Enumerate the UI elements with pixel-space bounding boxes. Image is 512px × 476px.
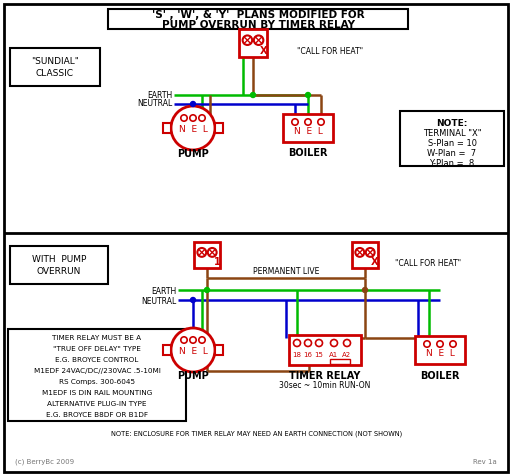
Text: N  E  L: N E L — [179, 126, 207, 135]
Circle shape — [305, 339, 311, 347]
Bar — [215, 345, 223, 355]
Circle shape — [366, 248, 375, 257]
Circle shape — [355, 248, 364, 257]
Bar — [352, 242, 378, 268]
Bar — [330, 359, 350, 364]
Bar — [283, 114, 333, 142]
Text: PERMANENT LIVE: PERMANENT LIVE — [253, 268, 319, 277]
Text: W-Plan =  7: W-Plan = 7 — [428, 149, 477, 158]
Circle shape — [318, 119, 324, 125]
Text: M1EDF 24VAC/DC//230VAC .5-10MI: M1EDF 24VAC/DC//230VAC .5-10MI — [34, 368, 160, 374]
Text: 18: 18 — [292, 352, 302, 358]
Text: 30sec ~ 10min RUN-ON: 30sec ~ 10min RUN-ON — [280, 380, 371, 389]
Bar — [10, 48, 100, 86]
Text: EARTH: EARTH — [152, 287, 177, 296]
Circle shape — [362, 288, 368, 292]
Text: EARTH: EARTH — [148, 91, 173, 100]
Text: TIMER RELAY MUST BE A: TIMER RELAY MUST BE A — [52, 335, 141, 341]
Text: PUMP: PUMP — [177, 149, 209, 159]
Text: "TRUE OFF DELAY" TYPE: "TRUE OFF DELAY" TYPE — [53, 346, 141, 352]
Text: 15: 15 — [314, 352, 324, 358]
Bar — [400, 111, 504, 166]
Circle shape — [190, 101, 196, 107]
Circle shape — [243, 35, 252, 45]
Bar — [163, 345, 171, 355]
Bar — [10, 246, 108, 284]
Bar — [239, 29, 267, 57]
Circle shape — [424, 341, 430, 347]
Text: A1: A1 — [329, 352, 338, 358]
Bar — [415, 336, 465, 364]
Bar — [289, 335, 361, 365]
Text: N  E  L: N E L — [179, 347, 207, 357]
Text: "SUNDIAL": "SUNDIAL" — [31, 57, 79, 66]
Text: CLASSIC: CLASSIC — [36, 69, 74, 78]
Text: NOTE: ENCLOSURE FOR TIMER RELAY MAY NEED AN EARTH CONNECTION (NOT SHOWN): NOTE: ENCLOSURE FOR TIMER RELAY MAY NEED… — [112, 431, 402, 437]
Text: BOILER: BOILER — [288, 148, 328, 158]
Circle shape — [344, 339, 351, 347]
Text: NEUTRAL: NEUTRAL — [138, 99, 173, 109]
Circle shape — [181, 337, 187, 343]
Text: X: X — [371, 258, 379, 268]
Circle shape — [199, 337, 205, 343]
Text: X: X — [260, 46, 267, 56]
Text: PUMP: PUMP — [177, 371, 209, 381]
Text: NEUTRAL: NEUTRAL — [142, 297, 177, 306]
Text: N  E  L: N E L — [425, 349, 455, 358]
Bar — [215, 123, 223, 133]
Circle shape — [450, 341, 456, 347]
Circle shape — [293, 339, 301, 347]
Text: E.G. BROYCE B8DF OR B1DF: E.G. BROYCE B8DF OR B1DF — [46, 412, 148, 418]
Text: A2: A2 — [343, 352, 352, 358]
Circle shape — [331, 339, 337, 347]
Circle shape — [199, 115, 205, 121]
Circle shape — [190, 298, 196, 303]
Text: 1: 1 — [214, 258, 220, 268]
Circle shape — [171, 328, 215, 372]
Circle shape — [171, 106, 215, 150]
Bar — [194, 242, 220, 268]
Text: E.G. BROYCE CONTROL: E.G. BROYCE CONTROL — [55, 357, 139, 363]
Circle shape — [198, 248, 206, 257]
Text: Rev 1a: Rev 1a — [473, 459, 497, 465]
Text: ALTERNATIVE PLUG-IN TYPE: ALTERNATIVE PLUG-IN TYPE — [47, 401, 147, 407]
Text: PUMP OVERRUN BY TIMER RELAY: PUMP OVERRUN BY TIMER RELAY — [161, 20, 354, 30]
Circle shape — [204, 288, 209, 292]
Text: S-Plan = 10: S-Plan = 10 — [428, 139, 477, 148]
Text: N  E  L: N E L — [293, 128, 323, 137]
Text: RS Comps. 300-6045: RS Comps. 300-6045 — [59, 379, 135, 385]
Circle shape — [306, 92, 310, 98]
Bar — [108, 9, 408, 29]
Circle shape — [254, 35, 263, 45]
Text: (c) BerryBc 2009: (c) BerryBc 2009 — [15, 459, 74, 465]
Circle shape — [208, 248, 217, 257]
Text: M1EDF IS DIN RAIL MOUNTING: M1EDF IS DIN RAIL MOUNTING — [42, 390, 152, 396]
Circle shape — [305, 119, 311, 125]
Circle shape — [437, 341, 443, 347]
Text: OVERRUN: OVERRUN — [37, 267, 81, 276]
Text: 'S' , 'W', & 'Y'  PLANS MODIFIED FOR: 'S' , 'W', & 'Y' PLANS MODIFIED FOR — [152, 10, 365, 20]
Text: 16: 16 — [304, 352, 312, 358]
Circle shape — [292, 119, 298, 125]
Bar — [163, 123, 171, 133]
Circle shape — [315, 339, 323, 347]
Circle shape — [190, 115, 196, 121]
Circle shape — [250, 92, 255, 98]
Circle shape — [181, 115, 187, 121]
Text: WITH  PUMP: WITH PUMP — [32, 255, 86, 264]
Circle shape — [190, 337, 196, 343]
Text: TERMINAL "X": TERMINAL "X" — [423, 129, 481, 138]
Bar — [8, 329, 186, 421]
Text: NOTE:: NOTE: — [436, 119, 467, 128]
Text: TIMER RELAY: TIMER RELAY — [289, 371, 360, 381]
Text: "CALL FOR HEAT": "CALL FOR HEAT" — [395, 258, 461, 268]
Text: Y-Plan =  8: Y-Plan = 8 — [430, 159, 475, 168]
Text: "CALL FOR HEAT": "CALL FOR HEAT" — [297, 48, 363, 57]
Text: BOILER: BOILER — [420, 371, 460, 381]
